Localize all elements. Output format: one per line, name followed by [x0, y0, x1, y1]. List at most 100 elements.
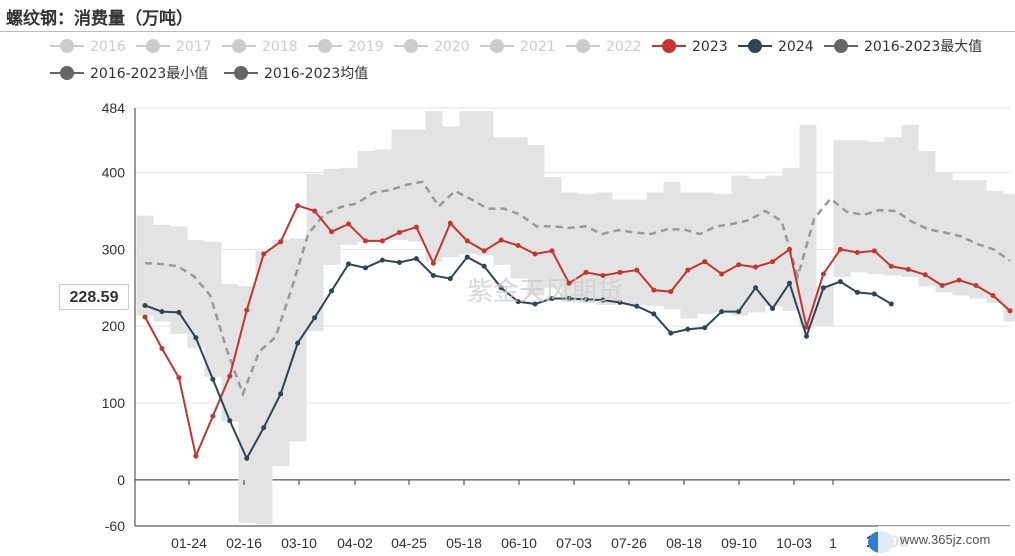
series-point-2024-5: [227, 418, 233, 424]
series-point-2024-13: [362, 265, 368, 271]
y-tick-label-6: -60: [105, 518, 125, 534]
series-point-2024-10: [312, 315, 318, 321]
series-point-2024-30: [651, 311, 657, 317]
y-tick-label-3: 200: [102, 318, 126, 334]
series-point-2023-9: [295, 203, 301, 209]
series-point-2023-14: [379, 238, 385, 244]
series-point-2024-29: [634, 303, 640, 309]
series-point-2023-46: [922, 272, 928, 278]
series-point-2023-10: [312, 208, 318, 214]
legend-label-9: 2016-2023最大值: [864, 39, 982, 55]
series-point-2023-24: [549, 248, 555, 254]
series-point-2023-0: [142, 314, 148, 320]
series-point-2024-9: [295, 340, 301, 346]
legend-label-6: 2022: [606, 39, 642, 55]
series-point-2024-40: [820, 285, 826, 291]
series-point-2023-15: [396, 229, 402, 235]
series-point-2024-11: [329, 288, 335, 294]
x-tick-label-11: 10-03: [776, 535, 812, 551]
x-tick-label-10: 09-10: [721, 535, 757, 551]
series-line-2023: [144, 204, 1011, 460]
series-point-2023-35: [736, 262, 742, 268]
min-max-band: [136, 111, 1015, 525]
series-point-2024-20: [481, 263, 487, 269]
y-tick-label-2: 300: [102, 241, 126, 257]
series-point-2024-19: [464, 254, 470, 260]
series-point-2024-8: [278, 391, 284, 397]
series-point-2023-22: [515, 243, 521, 249]
series-point-2023-38: [787, 246, 793, 252]
x-tick-label-0: 01-24: [171, 535, 207, 551]
series-point-2023-47: [939, 282, 945, 288]
series-point-2023-39: [803, 324, 809, 330]
hover-value-label: 228.59: [59, 284, 129, 310]
series-point-2023-37: [770, 259, 776, 265]
series-point-2024-38: [787, 280, 793, 286]
series-point-2024-14: [379, 257, 385, 263]
series-point-2023-3: [193, 453, 199, 459]
watermark-text: 紫金天风期货: [467, 277, 623, 307]
series-point-2024-12: [346, 261, 352, 267]
x-tick-label-3: 04-02: [337, 535, 373, 551]
legend-label-11: 2016-2023均值: [264, 66, 368, 82]
series-point-2023-13: [362, 238, 368, 244]
x-tick-label-7: 07-03: [556, 535, 592, 551]
series-point-2024-33: [702, 325, 708, 331]
series-point-2024-27: [600, 297, 606, 303]
series-point-2023-12: [346, 221, 352, 227]
series-point-2023-26: [583, 269, 589, 275]
series-point-2023-51: [1007, 308, 1013, 314]
legend-marker-8: [748, 39, 762, 53]
series-point-2024-25: [566, 296, 572, 302]
y-tick-label-5: 0: [117, 472, 125, 488]
x-tick-label-12: 1: [829, 535, 837, 551]
series-point-2023-20: [481, 248, 487, 254]
series-point-2023-36: [753, 264, 759, 270]
y-tick-label-4: 100: [102, 395, 126, 411]
series-point-2024-26: [583, 296, 589, 302]
x-tick-label-5: 05-18: [446, 535, 482, 551]
legend-marker-10: [60, 66, 74, 80]
series-point-2023-44: [888, 263, 894, 269]
legend-marker-4: [404, 39, 418, 53]
site-label: www.365jz.com: [878, 526, 1015, 556]
legend-marker-11: [234, 66, 248, 80]
x-tick-label-1: 02-16: [226, 535, 262, 551]
legend-marker-1: [146, 39, 160, 53]
series-point-2024-34: [719, 309, 725, 315]
series-point-2023-29: [634, 267, 640, 273]
series-point-2023-4: [210, 413, 216, 419]
title-divider: [0, 31, 1015, 32]
series-point-2024-22: [515, 299, 521, 305]
legend-marker-9: [834, 39, 848, 53]
series-point-2023-23: [532, 251, 538, 257]
series-point-2023-18: [447, 220, 453, 226]
series-point-2024-3: [193, 335, 199, 341]
legend-label-5: 2021: [520, 39, 556, 55]
y-tick-label-1: 400: [102, 165, 126, 181]
series-point-2023-34: [719, 271, 725, 277]
series-point-2023-45: [905, 266, 911, 272]
series-point-2023-2: [176, 375, 182, 381]
series-point-2023-6: [244, 307, 250, 313]
x-tick-label-4: 04-25: [391, 535, 427, 551]
legend-label-10: 2016-2023最小值: [90, 66, 208, 82]
legend-marker-0: [60, 39, 74, 53]
legend-marker-2: [232, 39, 246, 53]
series-point-2023-43: [871, 248, 877, 254]
series-point-2024-15: [396, 259, 402, 265]
series-point-2024-41: [837, 279, 843, 285]
series-point-2024-35: [736, 309, 742, 315]
series-point-2023-42: [854, 249, 860, 255]
series-point-2024-4: [210, 376, 216, 382]
series-point-2023-11: [329, 229, 335, 235]
series-point-2023-48: [956, 277, 962, 283]
series-point-2024-42: [854, 289, 860, 295]
series-point-2023-19: [464, 238, 470, 244]
series-point-2023-50: [990, 292, 996, 298]
x-tick-label-8: 07-26: [611, 535, 647, 551]
series-point-2023-30: [651, 287, 657, 293]
series-point-2023-8: [278, 239, 284, 245]
series-point-2023-17: [430, 260, 436, 266]
